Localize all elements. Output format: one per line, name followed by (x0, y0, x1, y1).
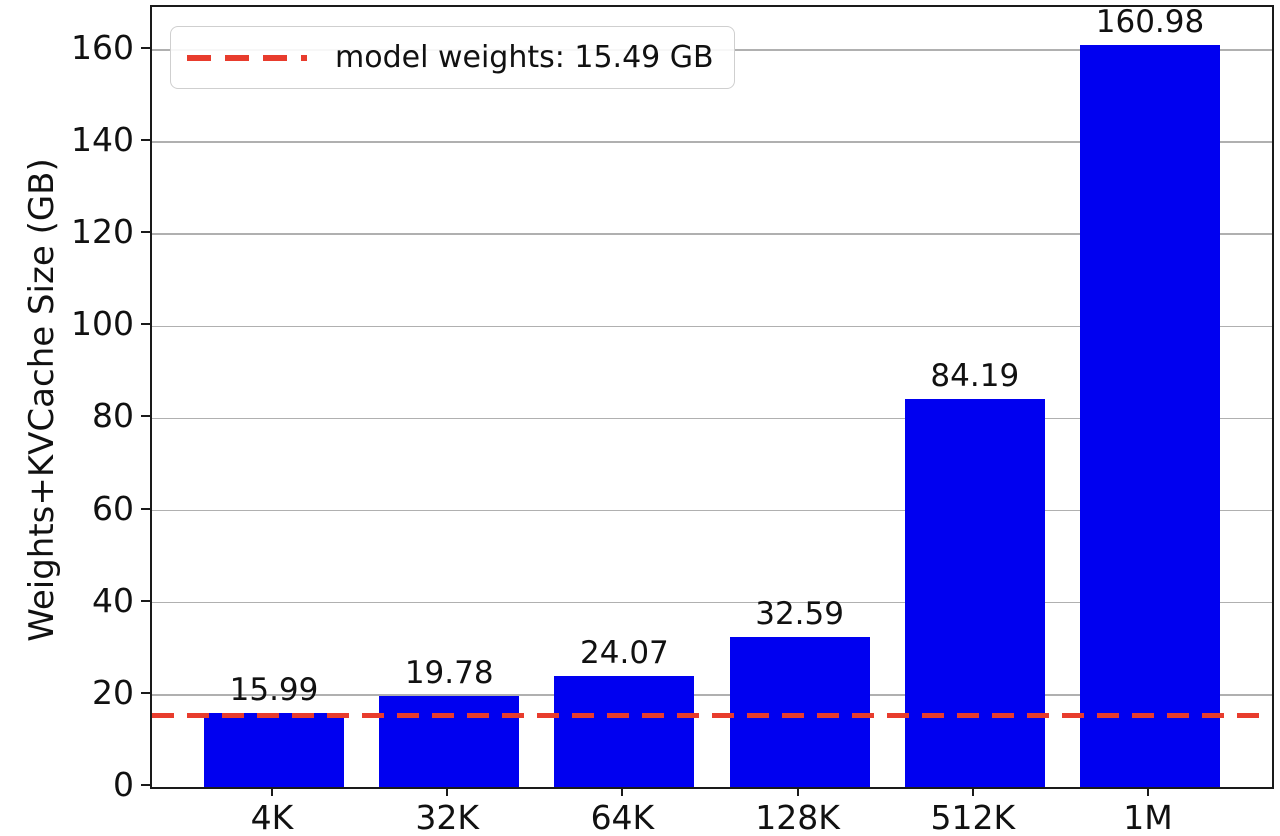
bar-value-label: 19.78 (404, 654, 494, 691)
x-tick-mark (796, 787, 799, 796)
y-tick-label: 80 (92, 396, 134, 436)
x-tick-label: 64K (590, 798, 655, 836)
gridline (152, 417, 1272, 420)
y-tick-label: 160 (71, 27, 134, 67)
bar[interactable] (729, 636, 870, 787)
x-tick-mark (271, 787, 273, 796)
x-tick-mark (1147, 787, 1149, 796)
x-tick-mark (971, 787, 974, 796)
bar-value-label: 84.19 (930, 358, 1020, 395)
y-tick-mark (141, 784, 150, 786)
model-weights-reference-line (152, 713, 1272, 719)
y-tick-mark (141, 323, 150, 326)
y-tick-label: 100 (71, 304, 134, 344)
bar[interactable] (1080, 45, 1220, 787)
y-tick-mark (141, 138, 150, 141)
gridline (152, 694, 1272, 696)
gridline (152, 509, 1272, 512)
y-tick-label: 40 (92, 580, 134, 620)
y-tick-mark (141, 691, 150, 694)
gridline (152, 233, 1272, 235)
bar-value-label: 24.07 (580, 635, 669, 672)
bar-value-label: 32.59 (755, 595, 844, 632)
plot-area: 15.99 19.78 24.07 32.59 84.19 160.98 model we… (150, 4, 1274, 789)
y-tick-label: 20 (92, 672, 134, 712)
y-tick-label: 0 (113, 765, 134, 804)
x-tick-label: 512K (930, 798, 1016, 836)
x-tick-label: 128K (755, 798, 840, 836)
y-tick-mark (141, 231, 150, 234)
bar[interactable] (904, 399, 1045, 787)
bar-value-label: 15.99 (229, 672, 319, 709)
gridline (152, 141, 1272, 143)
y-tick-mark (141, 46, 150, 49)
x-tick-mark (621, 787, 624, 796)
dashed-line-sample-icon (187, 54, 307, 61)
bar[interactable] (554, 676, 695, 787)
bar-value-label: 160.98 (1095, 4, 1205, 41)
legend-label: model weights: 15.49 GB (335, 39, 714, 75)
y-tick-label: 60 (92, 488, 134, 528)
y-tick-label: 140 (71, 119, 134, 159)
x-tick-mark (446, 787, 449, 796)
y-tick-mark (141, 507, 150, 510)
x-tick-label: 1M (1123, 798, 1173, 836)
legend: model weights: 15.49 GB (170, 26, 735, 89)
bar[interactable] (379, 695, 520, 787)
bar[interactable] (204, 713, 344, 787)
y-tick-label: 120 (71, 212, 134, 252)
y-tick-mark (141, 599, 150, 602)
y-tick-mark (141, 415, 150, 418)
x-tick-label: 32K (415, 798, 479, 836)
gridline (152, 601, 1272, 604)
x-tick-label: 4K (250, 798, 294, 836)
gridline (152, 325, 1272, 328)
